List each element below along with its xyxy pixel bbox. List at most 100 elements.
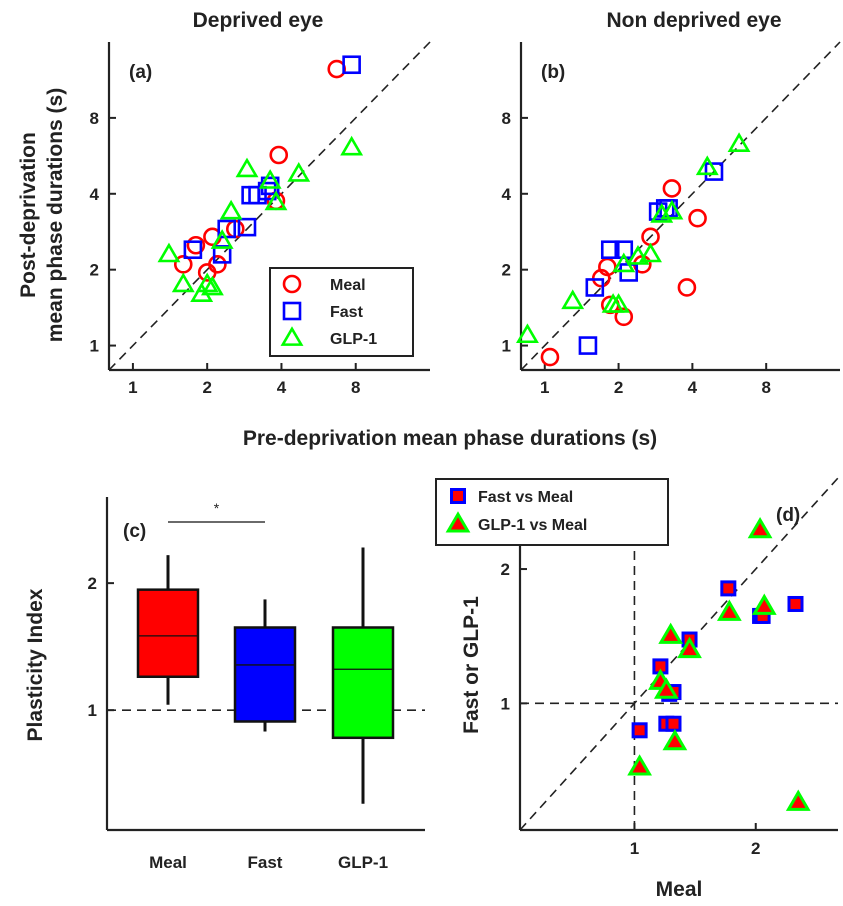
legend-frame	[269, 267, 414, 357]
data-point-fast	[257, 181, 277, 201]
data-point-glp-1	[287, 162, 311, 182]
x-tick-label: GLP-1	[338, 853, 388, 872]
y-tick-label: 4	[502, 185, 512, 204]
data-point-glp-1	[157, 242, 181, 263]
y-tick-label: 4	[90, 185, 100, 204]
data-point-fast-vs-meal	[787, 595, 804, 612]
data-point-glp-1	[695, 155, 719, 176]
data-point-glp-1	[195, 272, 219, 293]
data-point-glp-1-vs-meal	[653, 677, 679, 699]
data-point-glp-1	[264, 190, 288, 211]
data-point-glp-1	[639, 242, 662, 263]
box-body	[233, 626, 297, 723]
x-tick-label: 8	[761, 378, 770, 397]
y-tick-label: 2	[90, 261, 99, 280]
legend-marker	[280, 326, 304, 346]
x-tick-label: 2	[614, 378, 623, 397]
legend-marker	[450, 488, 466, 504]
data-point-meal	[186, 235, 206, 255]
box-fast	[233, 599, 297, 732]
data-point-glp-1-vs-meal	[785, 789, 811, 811]
x-tick-label: Meal	[149, 853, 187, 872]
panel-label: (b)	[541, 62, 565, 83]
data-point-glp-1	[235, 157, 259, 178]
y-tick-label: 2	[501, 560, 510, 579]
x-tick-label: 2	[751, 839, 760, 858]
data-point-fast	[217, 219, 237, 239]
shared-y-label: Post-deprivation mean phase durations (s…	[17, 88, 67, 342]
data-point-glp-1-vs-meal	[658, 622, 684, 644]
data-point-meal	[614, 307, 634, 327]
y-tick-label: 1	[90, 337, 99, 356]
panel-label: (c)	[123, 521, 146, 542]
y-axis-label: Fast or GLP-1	[460, 596, 483, 734]
data-point-glp-1	[626, 244, 650, 265]
shared-x-label: Pre-deprivation mean phase durations (s)	[243, 427, 657, 450]
legend-entry: GLP-1	[330, 331, 377, 348]
data-point-fast	[704, 162, 724, 181]
y-tick-label: 1	[502, 337, 511, 356]
identity-line	[520, 41, 841, 371]
data-point-meal	[327, 59, 347, 79]
data-point-meal	[540, 347, 560, 367]
x-tick-label: 8	[351, 378, 360, 397]
data-point-fast	[342, 55, 361, 75]
x-tick-label: 4	[688, 378, 698, 397]
y-tick-label: 8	[90, 109, 99, 128]
shared-y-label-line-1: Post-deprivation	[17, 132, 40, 298]
legend-entry: Fast vs Meal	[478, 489, 573, 506]
data-point-glp-1	[561, 289, 585, 310]
x-tick-label: 1	[630, 839, 639, 858]
data-point-glp-1	[660, 199, 684, 220]
data-point-glp-1	[515, 323, 539, 344]
data-point-fast-vs-meal	[665, 715, 682, 732]
shared-y-label-line-2: mean phase durations (s)	[44, 88, 67, 342]
x-axis-label: Meal	[656, 878, 703, 901]
panel-b-title: Non deprived eye	[606, 9, 781, 32]
data-point-glp-1	[727, 132, 751, 152]
x-tick-label: 4	[277, 378, 287, 397]
data-point-fast	[183, 240, 203, 260]
legend-frame	[435, 478, 669, 546]
data-point-glp-1	[200, 275, 224, 296]
legend: Fast vs Meal GLP-1 vs Meal	[435, 478, 669, 546]
panel-d: 1 2 1 2 Meal Fast or GLP-1 (d) Fast vs Meal GLP-…	[435, 477, 839, 901]
legend-marker	[445, 511, 471, 533]
data-point-glp-1	[210, 229, 234, 249]
data-point-fast	[237, 217, 257, 237]
x-tick-label: 1	[540, 378, 549, 397]
data-point-glp-1	[340, 135, 364, 156]
data-point-glp-1	[258, 169, 282, 189]
y-tick-label: 8	[502, 109, 511, 128]
data-point-fast-vs-meal	[720, 580, 737, 597]
data-point-meal	[269, 145, 289, 165]
panel-label: (a)	[129, 62, 152, 83]
legend-entry: Meal	[330, 277, 366, 294]
y-tick-label: 2	[502, 261, 511, 280]
panel-label: (d)	[776, 505, 800, 526]
data-point-glp-1-vs-meal	[662, 729, 688, 751]
x-tick-label: 1	[128, 378, 137, 397]
data-point-meal	[173, 255, 193, 274]
data-point-meal	[677, 278, 697, 297]
data-point-glp-1-vs-meal	[751, 593, 777, 615]
box-body	[331, 626, 395, 740]
data-point-meal	[208, 255, 227, 274]
data-point-glp-1	[219, 199, 243, 220]
box-body	[136, 588, 200, 678]
data-point-fast	[600, 240, 620, 260]
x-tick-label: 2	[202, 378, 211, 397]
legend-marker	[282, 274, 302, 294]
data-point-fast	[578, 336, 598, 355]
legend: Meal Fast GLP-1	[269, 267, 414, 357]
panel-a-title: Deprived eye	[193, 9, 324, 32]
box-meal	[136, 555, 200, 705]
data-point-glp-1-vs-meal	[716, 599, 742, 621]
data-point-fast-vs-meal	[631, 722, 648, 739]
panel-c: 1 2 Plasticity Index (c) Meal Fast GLP-1 *	[24, 497, 425, 872]
x-tick-label: Fast	[248, 853, 283, 872]
data-point-meal	[688, 208, 707, 228]
